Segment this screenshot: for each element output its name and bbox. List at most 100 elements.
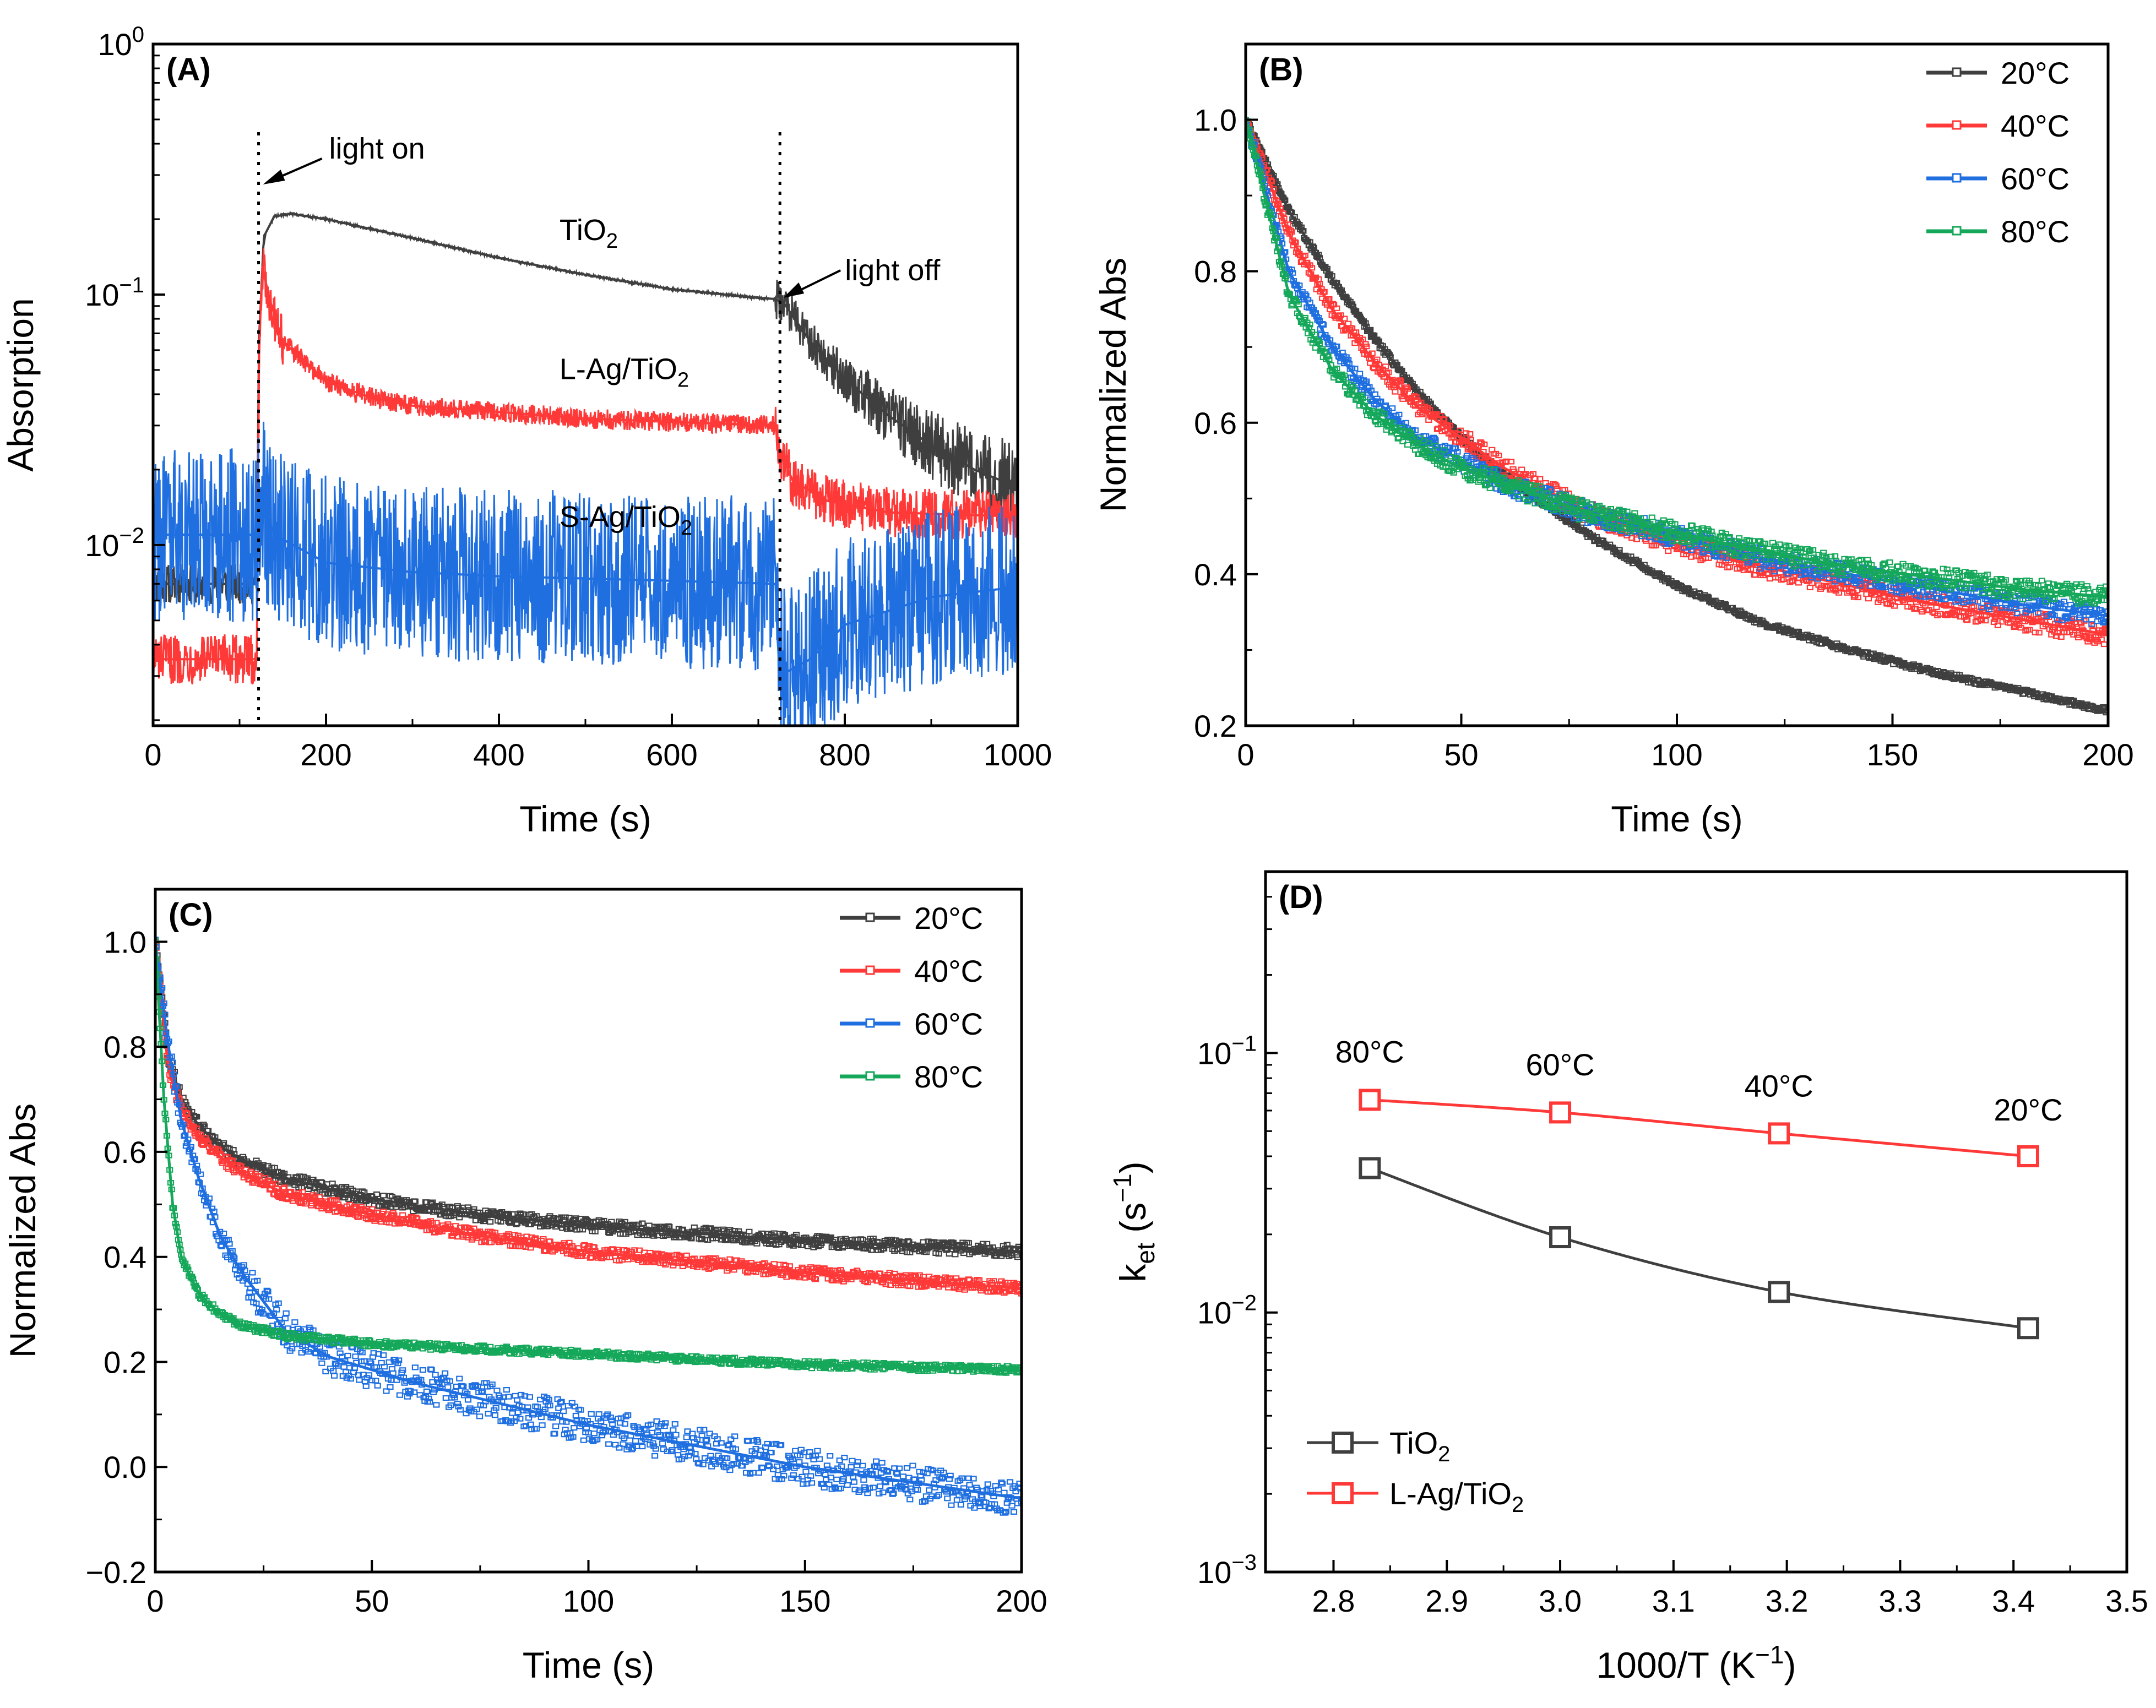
legend-label: 20°C	[2001, 56, 2070, 90]
x-tick-label: 2.9	[1425, 1584, 1468, 1618]
y-tick-label: 0.4	[1194, 557, 1237, 592]
panel-c: 0 50 100 150 200 −0.2 0.0 0.2 0.4 0.6 0.8 1.0 (C) 20°…	[2, 888, 1047, 1685]
series-centerline	[1246, 119, 2108, 599]
x-tick-label: 150	[779, 1584, 830, 1618]
panel-label: (D)	[1279, 879, 1323, 915]
x-tick-label: 150	[1867, 737, 1918, 772]
legend-label: 80°C	[2001, 214, 2070, 249]
panel-label: (C)	[169, 897, 213, 933]
panel-a: 0 200 400 600 800 1000 100 10−1 10−2 (A) light on l…	[0, 23, 1052, 839]
series-80c	[1246, 117, 2108, 607]
data-point	[1359, 1089, 1381, 1111]
legend-marker	[865, 912, 875, 922]
x-tick-label: 0	[144, 737, 161, 772]
x-tick-label: 3.0	[1539, 1584, 1582, 1618]
y-axis-title: Normalized Abs	[1093, 258, 1133, 512]
x-axis-title: 1000/T (K−1)	[1596, 1640, 1796, 1685]
series-line	[1369, 1167, 2029, 1330]
y-tick-label: 0.0	[104, 1450, 146, 1484]
plot-area	[155, 937, 1022, 1516]
y-axis-title: ket (s−1)	[1108, 1161, 1160, 1282]
series-l-ag-tio2	[1359, 1089, 2039, 1167]
y-tick-label: 1.0	[1194, 103, 1237, 138]
series-line	[153, 248, 1018, 685]
series-20c	[155, 939, 1022, 1260]
plot-area	[1246, 117, 2108, 716]
legend: 20°C 40°C 60°C 80°C	[1926, 56, 2070, 249]
light-off-label: light off	[845, 254, 941, 287]
x-tick-label: 50	[1444, 737, 1478, 772]
legend-label: 20°C	[914, 901, 983, 935]
y-tick-label: 0.6	[104, 1135, 146, 1170]
light-on-arrowhead	[263, 170, 285, 184]
y-axis-title: Normalized Abs	[2, 1103, 43, 1358]
light-on-label: light on	[329, 132, 425, 165]
axes-frame	[1244, 42, 2110, 727]
axes-frame	[154, 888, 1023, 1574]
x-tick-label: 3.1	[1652, 1584, 1695, 1618]
y-tick-label: 10−2	[85, 524, 144, 563]
y-tick-label: 0.6	[1194, 406, 1237, 440]
axes-frame	[1264, 870, 2128, 1574]
panel-b: 0 50 100 150 200 0.2 0.4 0.6 0.8 1.0 (B) 20°C 40°C 60…	[1093, 42, 2134, 839]
legend-label: 80°C	[914, 1059, 983, 1094]
y-tick-label: 0.2	[104, 1345, 146, 1379]
legend-label: TiO2	[1389, 1426, 1450, 1466]
curve-label: TiO2	[560, 214, 618, 253]
legend-label: 40°C	[2001, 108, 2070, 143]
panel-d: 2.8 2.9 3.0 3.1 3.2 3.3 3.4 3.5 10−1 10−2 10−3 (D) 8…	[1108, 870, 2148, 1685]
plot-area	[1359, 1089, 2039, 1340]
x-tick-label: 3.4	[1992, 1584, 2035, 1618]
x-tick-label: 100	[1651, 737, 1702, 772]
legend-marker	[1952, 226, 1962, 236]
x-tick-label: 0	[1237, 737, 1254, 772]
y-axis-title: Absorption	[0, 298, 41, 472]
series-tio2	[1359, 1157, 2039, 1340]
legend-marker	[865, 1018, 875, 1028]
legend: TiO2 L-Ag/TiO2	[1307, 1426, 1524, 1517]
legend-label: 60°C	[2001, 161, 2070, 196]
data-point	[1549, 1101, 1572, 1124]
y-tick-label: 1.0	[104, 924, 146, 959]
y-tick-label: 10−3	[1197, 1551, 1257, 1590]
legend-marker	[1952, 173, 1962, 183]
legend-label: 40°C	[914, 954, 983, 988]
series-centerline	[155, 942, 1022, 1372]
series-centerline	[155, 942, 1022, 1290]
data-point	[1768, 1281, 1790, 1303]
series-line	[1370, 1098, 2029, 1158]
data-point	[2017, 1317, 2039, 1340]
legend: 20°C 40°C 60°C 80°C	[840, 901, 983, 1094]
plot-area	[153, 210, 1018, 726]
legend-marker	[865, 965, 875, 975]
curve-label: L-Ag/TiO2	[560, 352, 689, 391]
data-point	[2017, 1145, 2039, 1167]
y-tick-label: 10−1	[85, 273, 144, 312]
series-centerline	[153, 494, 1018, 678]
temperature-label: 80°C	[1335, 1034, 1404, 1069]
legend-marker	[1952, 120, 1962, 130]
y-tick-label: 0.2	[1194, 709, 1237, 743]
x-axis-title: Time (s)	[523, 1645, 655, 1685]
x-tick-label: 1000	[984, 737, 1052, 772]
x-tick-label: 2.8	[1312, 1584, 1355, 1618]
legend-marker	[1952, 67, 1962, 77]
y-tick-label: 10−1	[1197, 1031, 1257, 1070]
series-tio2	[153, 210, 1018, 605]
y-tick-label: −0.2	[85, 1555, 146, 1590]
light-off-arrowhead	[783, 282, 805, 298]
series-centerline	[153, 213, 1018, 585]
temperature-label: 60°C	[1525, 1047, 1594, 1082]
axes-frame	[151, 42, 1019, 727]
curve-label: S-Ag/TiO2	[560, 501, 692, 540]
x-tick-label: 3.3	[1878, 1584, 1921, 1618]
series-s-ag-tio2	[153, 421, 1018, 726]
series-centerline	[153, 271, 1018, 661]
temperature-label: 20°C	[1994, 1092, 2062, 1127]
x-tick-label: 200	[2082, 737, 2133, 772]
x-axis-title: Time (s)	[1611, 798, 1743, 839]
legend-marker	[865, 1071, 875, 1081]
x-tick-label: 200	[300, 737, 351, 772]
x-tick-label: 0	[146, 1584, 164, 1618]
